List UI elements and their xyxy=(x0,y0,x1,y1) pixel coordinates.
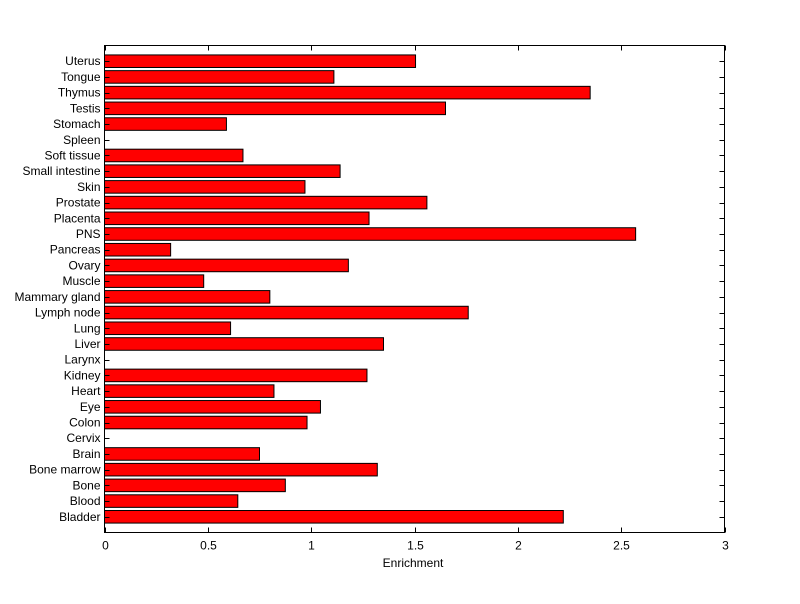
bar-blood xyxy=(104,494,239,508)
bars-group xyxy=(104,54,637,524)
y-tick-label: Blood xyxy=(70,494,101,508)
bar-bladder xyxy=(104,510,564,524)
y-tick-label: Ovary xyxy=(68,258,100,272)
y-tick-label: Small intestine xyxy=(22,164,100,178)
y-tick-label: Prostate xyxy=(56,196,101,210)
bar-colon xyxy=(104,415,308,430)
bar-bone-marrow xyxy=(104,462,378,477)
x-tick-label: 0 xyxy=(102,539,109,553)
y-tick-label: Larynx xyxy=(64,353,100,367)
bar-placenta xyxy=(104,211,370,226)
bar-lung xyxy=(104,321,232,336)
y-tick-label: Muscle xyxy=(62,274,100,288)
bar-prostate xyxy=(104,195,428,210)
x-axis-label: Enrichment xyxy=(383,556,444,570)
bar-kidney xyxy=(104,368,368,383)
bar-ovary xyxy=(104,258,349,273)
y-tick-label: Bone marrow xyxy=(29,463,101,477)
y-tick-label: Bladder xyxy=(59,510,100,524)
x-tick-label: 0.5 xyxy=(200,539,217,553)
y-tick-label: Cervix xyxy=(66,431,100,445)
y-tick-label: Testis xyxy=(70,101,101,115)
bar-skin xyxy=(104,180,306,194)
y-tick-label: Stomach xyxy=(53,117,100,131)
y-tick-label: Brain xyxy=(72,447,100,461)
bar-uterus xyxy=(104,54,417,68)
y-tick-label: Uterus xyxy=(65,54,100,68)
y-tick-label: Bone xyxy=(72,478,100,492)
y-tick-label: Soft tissue xyxy=(44,148,100,162)
bar-liver xyxy=(104,337,384,351)
bar-stomach xyxy=(104,117,227,131)
y-tick-label: Thymus xyxy=(58,86,101,100)
x-tick-label: 2 xyxy=(515,539,522,553)
bar-mammary-gland xyxy=(104,290,271,304)
y-tick-label: Eye xyxy=(80,400,101,414)
bar-soft-tissue xyxy=(104,148,244,163)
y-tick-label: Lung xyxy=(74,321,101,335)
y-tick-label: Colon xyxy=(69,416,100,430)
bar-tongue xyxy=(104,70,335,84)
bar-testis xyxy=(104,101,446,116)
x-tick-label: 3 xyxy=(722,539,729,553)
bar-lymph-node xyxy=(104,305,469,320)
bar-small-intestine xyxy=(104,164,341,178)
bar-muscle xyxy=(104,274,205,288)
bar-thymus xyxy=(104,85,591,100)
y-tick-label: Skin xyxy=(77,180,100,194)
bar-eye xyxy=(104,400,321,414)
bar-brain xyxy=(104,447,260,461)
y-tick-label: Lymph node xyxy=(35,306,101,320)
y-tick-label: Tongue xyxy=(61,70,101,84)
y-tick-label: Heart xyxy=(71,384,101,398)
y-tick-label: Placenta xyxy=(54,211,101,225)
x-tick-label: 1 xyxy=(308,539,315,553)
bar-heart xyxy=(104,384,275,398)
bar-pancreas xyxy=(104,242,172,257)
y-tick-label: Kidney xyxy=(64,368,101,382)
y-tick-label: Mammary gland xyxy=(14,290,100,304)
bar-pns xyxy=(104,227,637,241)
y-tick-label: Spleen xyxy=(63,133,100,147)
y-tick-label: Liver xyxy=(74,337,100,351)
y-tick-label: Pancreas xyxy=(50,243,101,257)
x-tick-label: 2.5 xyxy=(613,539,630,553)
y-tick-label: PNS xyxy=(76,227,101,241)
x-tick-label: 1.5 xyxy=(407,539,424,553)
bar-bone xyxy=(104,478,286,493)
plot-frame xyxy=(104,45,725,533)
